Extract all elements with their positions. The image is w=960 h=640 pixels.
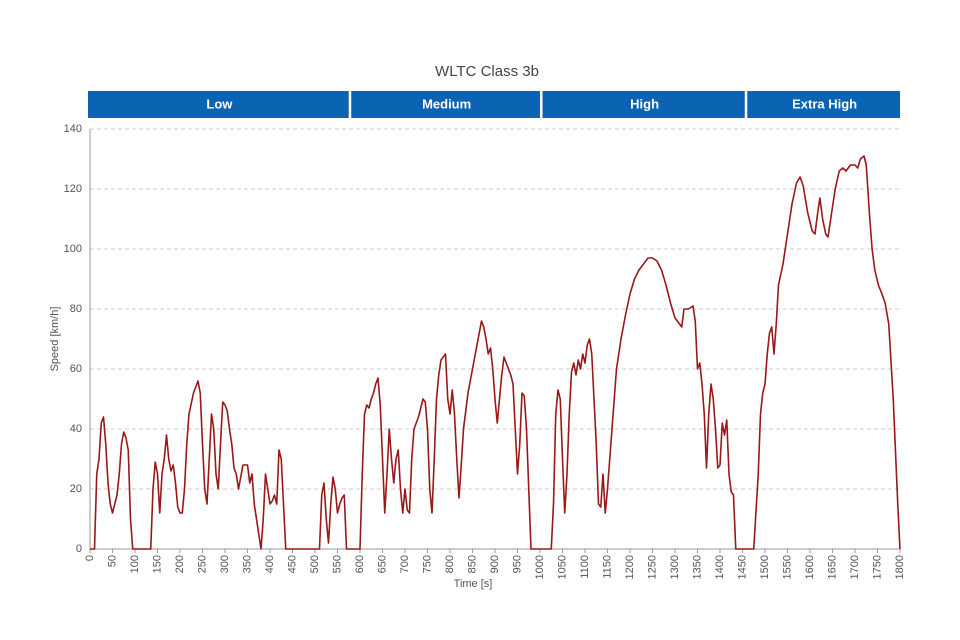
y-tick-label: 120 [64,183,82,195]
x-tick-label: 700 [399,555,411,573]
phase-band [88,91,349,118]
phase-band [747,91,900,118]
phase-label: Extra High [792,96,857,111]
x-tick-label: 850 [466,555,478,573]
y-tick-label: 100 [64,243,82,255]
x-tick-label: 1650 [826,555,838,579]
x-tick-label: 600 [354,555,366,573]
x-tick-label: 300 [219,555,231,573]
x-tick-label: 1000 [534,555,546,579]
x-tick-label: 1550 [781,555,793,579]
x-tick-label: 1250 [646,555,658,579]
x-tick-label: 1800 [894,555,906,579]
x-tick-label: 500 [309,555,321,573]
x-tick-label: 350 [241,555,253,573]
phase-band [351,91,540,118]
x-tick-label: 1400 [714,555,726,579]
x-axis-label: Time [s] [454,578,493,590]
x-tick-label: 1500 [759,555,771,579]
x-tick-label: 200 [174,555,186,573]
x-tick-label: 950 [511,555,523,573]
x-tick-label: 1150 [601,555,613,579]
x-tick-label: 1350 [691,555,703,579]
x-tick-label: 900 [489,555,501,573]
x-tick-label: 1600 [804,555,816,579]
x-tick-label: 650 [376,555,388,573]
phase-label: High [630,96,659,111]
x-tick-label: 0 [84,555,96,561]
x-tick-label: 100 [129,555,141,573]
x-tick-label: 50 [106,555,118,567]
x-tick-label: 1100 [579,555,591,579]
x-tick-label: 1200 [624,555,636,579]
x-tick-label: 800 [444,555,456,573]
x-tick-label: 400 [264,555,276,573]
x-tick-label: 250 [196,555,208,573]
x-tick-label: 1300 [669,555,681,579]
x-tick-label: 1750 [871,555,883,579]
x-tick-label: 450 [286,555,298,573]
y-tick-label: 140 [64,123,82,135]
y-tick-label: 60 [70,363,82,375]
x-tick-label: 750 [421,555,433,573]
speed-line [90,155,901,550]
x-tick-label: 150 [151,555,163,573]
y-axis-label: Speed [km/h] [49,307,61,372]
y-tick-label: 0 [76,543,82,555]
chart-title: WLTC Class 3b [435,63,539,80]
y-tick-label: 20 [70,483,82,495]
x-tick-label: 1700 [849,555,861,579]
phase-label: Medium [422,96,471,111]
y-tick-label: 80 [70,303,82,315]
phase-label: Low [206,96,233,111]
x-tick-label: 550 [331,555,343,573]
phase-band [542,91,745,118]
x-tick-label: 1450 [736,555,748,579]
y-tick-label: 40 [70,423,82,435]
x-tick-label: 1050 [556,555,568,579]
